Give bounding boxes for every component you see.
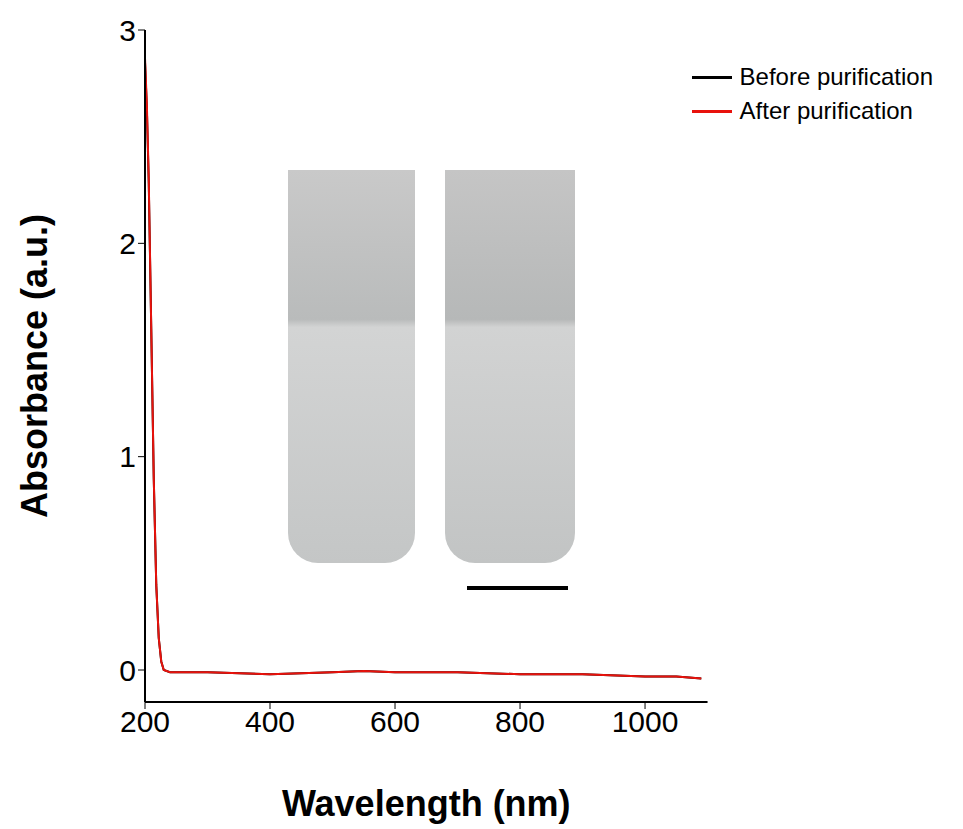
svg-text:3: 3 <box>119 14 136 47</box>
svg-text:Wavelength (nm): Wavelength (nm) <box>282 783 571 824</box>
svg-text:800: 800 <box>495 705 545 738</box>
html-text:Before purification: Before purification <box>739 63 933 90</box>
svg-text:400: 400 <box>245 705 295 738</box>
svg-text:1: 1 <box>119 440 136 473</box>
svg-text:0: 0 <box>119 654 136 687</box>
svg-text:200: 200 <box>120 705 170 738</box>
svg-text:1000: 1000 <box>612 705 679 738</box>
svg-text:600: 600 <box>370 705 420 738</box>
svg-text:Absorbance (a.u.): Absorbance (a.u.) <box>14 214 55 518</box>
svg-text:2: 2 <box>119 227 136 260</box>
html-text:After purification: After purification <box>739 97 913 124</box>
